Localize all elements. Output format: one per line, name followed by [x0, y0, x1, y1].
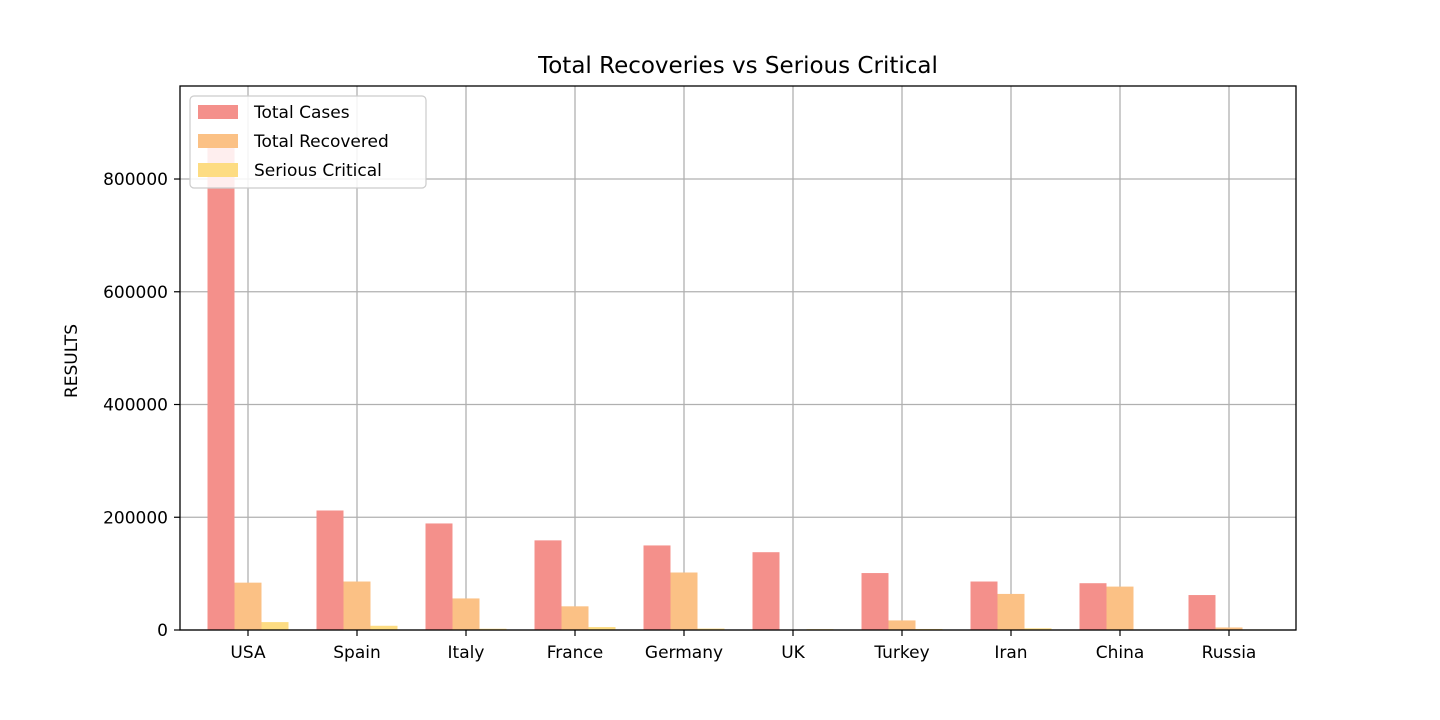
legend-label: Serious Critical [254, 161, 382, 181]
legend-swatch [198, 163, 238, 177]
bar-serious-critical [588, 627, 616, 630]
legend-swatch [198, 105, 238, 119]
x-tick-label: Germany [645, 643, 723, 663]
bar-total-recovered [343, 581, 371, 630]
x-tick-label: Turkey [873, 643, 929, 663]
bar-serious-critical [697, 628, 725, 630]
x-axis-ticks: USA Spain Italy France Germany UK Turkey Iran Ch… [230, 630, 1256, 663]
bar-serious-critical [1024, 628, 1052, 630]
legend-box [189, 95, 427, 189]
bar-total-cases [316, 510, 344, 630]
bar-total-recovered [1106, 586, 1134, 630]
x-tick-label: UK [781, 643, 805, 663]
legend-swatch [198, 134, 238, 148]
x-tick-label: Russia [1202, 643, 1257, 663]
y-axis-ticks: 0 200000 400000 600000 800000 [103, 170, 180, 641]
y-tick-label: 600000 [103, 283, 168, 303]
y-tick-label: 0 [157, 621, 168, 641]
y-axis-label: RESULTS [62, 324, 82, 398]
bar-total-recovered [452, 598, 480, 630]
bar-total-recovered [888, 620, 916, 630]
x-tick-label: France [547, 643, 604, 663]
legend-label: Total Recovered [253, 132, 389, 152]
bar-total-cases [643, 545, 671, 630]
bar-total-cases [425, 523, 453, 630]
bar-total-cases [1188, 595, 1216, 630]
bars [207, 144, 1270, 630]
bar-total-recovered [561, 606, 589, 630]
x-tick-label: Iran [994, 643, 1027, 663]
x-tick-label: China [1096, 643, 1145, 663]
x-tick-label: Spain [333, 643, 381, 663]
plot-frame [179, 85, 1297, 631]
y-tick-label: 400000 [103, 396, 168, 416]
chart-title: Total Recoveries vs Serious Critical [537, 53, 938, 79]
bar-total-cases [861, 573, 889, 630]
y-tick-label: 200000 [103, 508, 168, 528]
bar-total-recovered [670, 572, 698, 630]
bar-serious-critical [370, 625, 398, 630]
bar-total-cases [752, 552, 780, 630]
bar-total-recovered [997, 593, 1025, 630]
bar-total-recovered [234, 582, 262, 630]
bar-serious-critical [261, 622, 289, 630]
x-tick-label: USA [230, 643, 266, 663]
x-tick-label: Italy [448, 643, 485, 663]
bar-total-cases [1079, 583, 1107, 630]
legend-label: Total Cases [253, 103, 350, 123]
bar-total-recovered [1215, 627, 1243, 630]
legend: Total Cases Total Recovered Serious Critic… [189, 95, 427, 189]
bar-total-cases [970, 581, 998, 630]
bar-total-cases [534, 540, 562, 630]
bar-total-cases [207, 144, 235, 630]
y-tick-label: 800000 [103, 170, 168, 190]
